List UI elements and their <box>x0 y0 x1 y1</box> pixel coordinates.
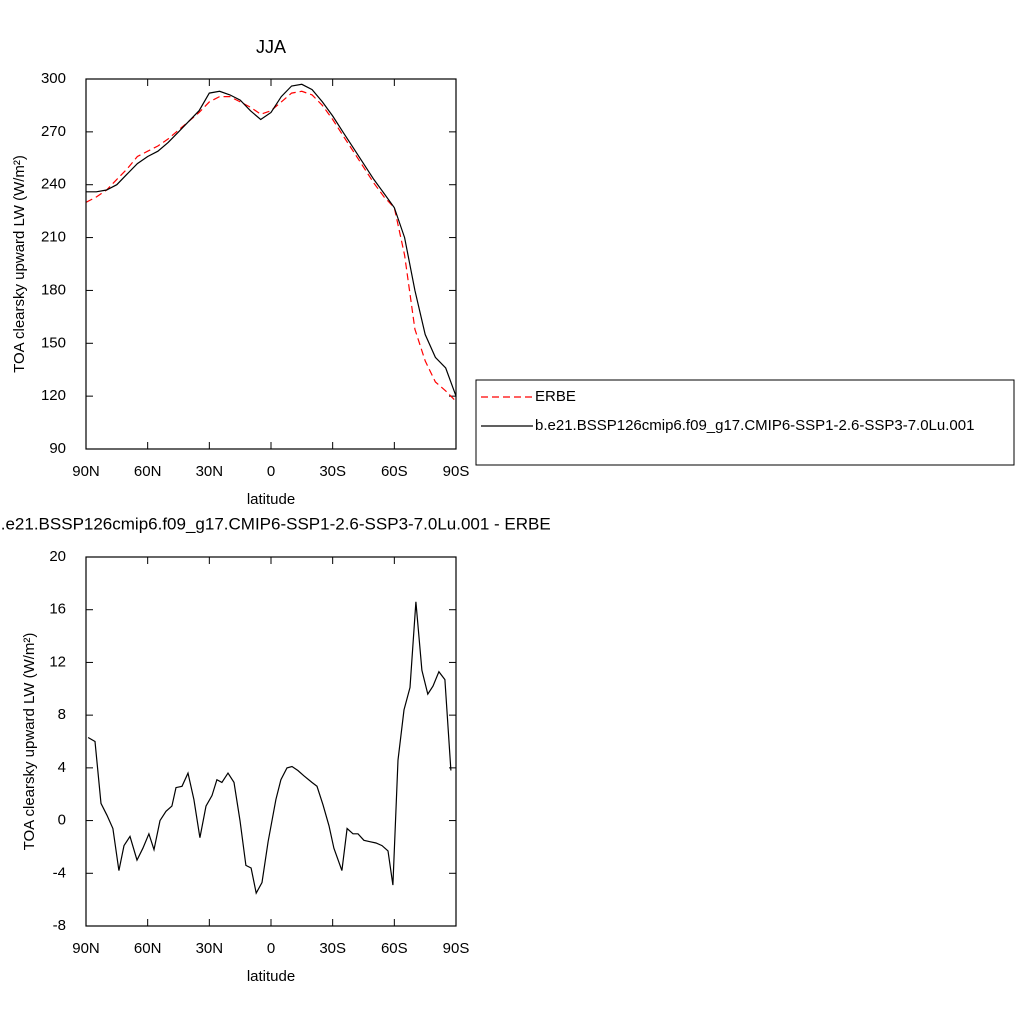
y-tick-label: 240 <box>41 176 66 193</box>
series-line <box>86 83 457 397</box>
y-tick-label: 12 <box>49 653 66 670</box>
x-tick-label: 30N <box>196 940 224 957</box>
x-tick-label: 90N <box>72 940 100 957</box>
x-tick-label: 60S <box>381 463 408 480</box>
y-tick-label: 270 <box>41 123 66 140</box>
x-axis-label: latitude <box>247 491 295 508</box>
x-tick-label: 60N <box>134 940 162 957</box>
x-tick-label: 90S <box>443 940 470 957</box>
plot-frame <box>85 556 457 927</box>
x-tick-label: 90N <box>72 463 100 480</box>
x-tick-label: 30S <box>319 463 346 480</box>
x-tick-label: 90S <box>443 463 470 480</box>
series-line <box>85 90 457 402</box>
chart-title: b.e21.BSSP126cmip6.f09_g17.CMIP6-SSP1-2.… <box>0 514 551 533</box>
y-tick-label: 8 <box>58 706 66 723</box>
y-tick-label: -4 <box>53 864 66 881</box>
y-tick-label: 4 <box>58 759 66 776</box>
legend-box <box>475 379 1015 466</box>
x-tick-label: 30N <box>196 463 224 480</box>
y-tick-label: 20 <box>49 548 66 565</box>
x-axis-label: latitude <box>247 968 295 985</box>
y-tick-label: 0 <box>58 812 66 829</box>
plot-frame <box>85 78 457 450</box>
y-tick-label: 180 <box>41 281 66 298</box>
x-tick-label: 0 <box>267 940 275 957</box>
series-line <box>87 601 452 895</box>
legend-label: ERBE <box>535 388 576 405</box>
x-tick-label: 60S <box>381 940 408 957</box>
y-tick-label: 16 <box>49 601 66 618</box>
y-tick-label: 210 <box>41 229 66 246</box>
y-tick-label: 120 <box>41 387 66 404</box>
y-tick-label: 90 <box>49 440 66 457</box>
y-tick-label: 150 <box>41 334 66 351</box>
x-tick-label: 60N <box>134 463 162 480</box>
chart-title: JJA <box>256 37 286 57</box>
x-tick-label: 0 <box>267 463 275 480</box>
legend-label: b.e21.BSSP126cmip6.f09_g17.CMIP6-SSP1-2.… <box>535 417 974 434</box>
x-tick-label: 30S <box>319 940 346 957</box>
y-axis-label: TOA clearsky upward LW (W/m²) <box>11 155 28 373</box>
y-tick-label: -8 <box>53 917 66 934</box>
y-axis-label: TOA clearsky upward LW (W/m²) <box>21 633 38 851</box>
y-tick-label: 300 <box>41 70 66 87</box>
